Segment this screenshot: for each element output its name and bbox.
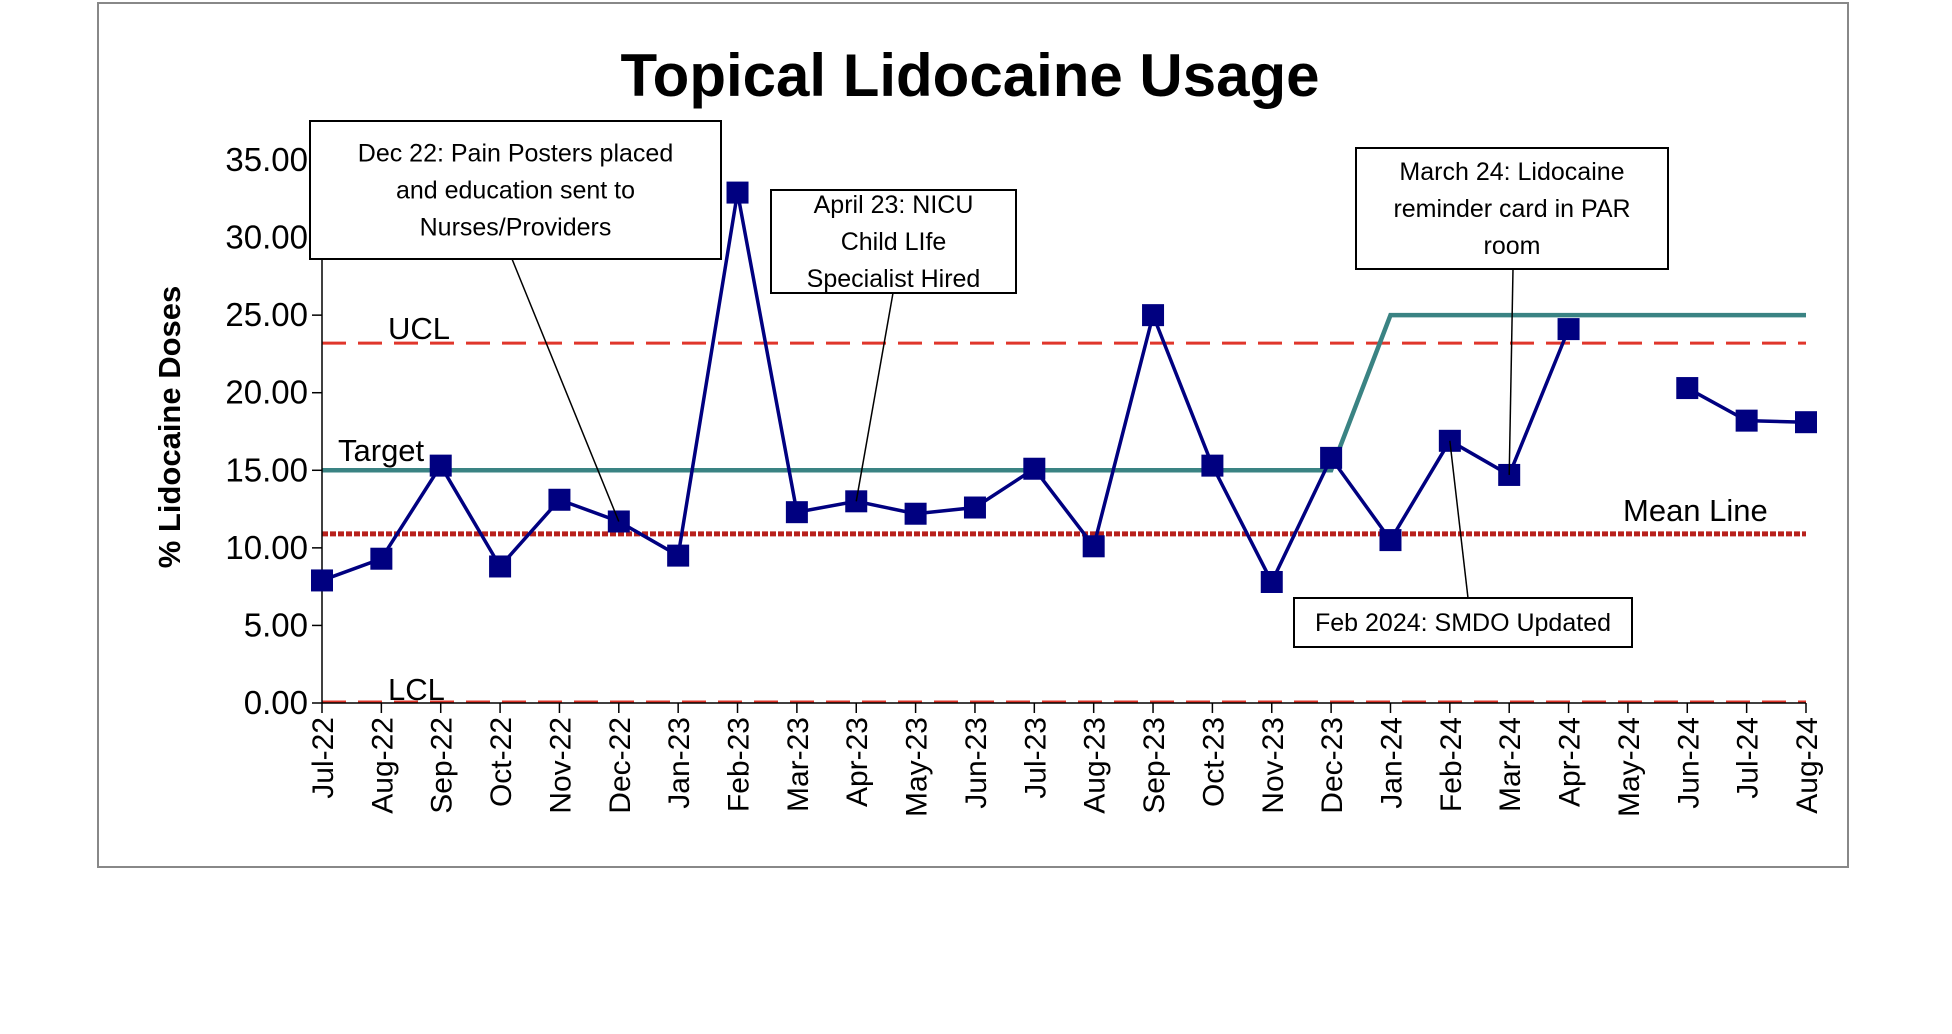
annotation-box <box>1355 147 1669 270</box>
annotation-leader <box>1508 268 1514 475</box>
data-point <box>785 501 808 524</box>
data-point <box>1260 570 1283 593</box>
y-axis-label: % Lidocaine Doses <box>152 286 187 569</box>
annotation-text: Dec 22: Pain Posters placed <box>358 140 673 168</box>
y-tick-label: 15.00 <box>225 451 308 488</box>
data-point <box>1320 446 1343 469</box>
x-tick-label: Nov-22 <box>544 717 577 814</box>
lcl-label: LCL <box>388 672 445 707</box>
annotation-text: and education sent to <box>396 177 635 205</box>
data-point <box>1142 304 1165 327</box>
x-tick-label: Mar-23 <box>782 717 815 812</box>
annotation-leader <box>1449 440 1469 599</box>
x-tick-label: May-24 <box>1613 717 1646 817</box>
data-point <box>1082 535 1105 558</box>
y-tick-label: 0.00 <box>244 684 308 721</box>
x-tick-label: Jul-22 <box>307 717 340 799</box>
x-tick-label: Nov-23 <box>1257 717 1290 814</box>
data-point <box>1557 318 1580 341</box>
y-tick-label: 20.00 <box>225 374 308 411</box>
x-tick-label: Mar-24 <box>1494 717 1527 812</box>
data-point <box>311 569 333 592</box>
data-point <box>667 544 690 567</box>
annotation-text: Specialist Hired <box>807 265 981 293</box>
ucl-label: UCL <box>388 311 450 346</box>
x-tick-label: Apr-23 <box>841 717 874 807</box>
data-point <box>726 181 749 204</box>
x-tick-label: Feb-23 <box>723 717 756 812</box>
x-tick-label: Dec-23 <box>1316 717 1349 814</box>
axes: 0.00 5.00 10.00 15.00 20.00 25.00 30.00 35.00 Ju… <box>225 141 1824 817</box>
x-tick-label: Feb-24 <box>1435 717 1468 812</box>
series-line <box>321 192 1571 586</box>
data-point <box>1795 411 1817 434</box>
x-tick-label: Jun-23 <box>960 717 993 809</box>
mean-label: Mean Line <box>1623 493 1768 528</box>
x-tick-label: May-23 <box>901 717 934 817</box>
data-point <box>1735 409 1758 432</box>
annotation-text: April 23: NICU <box>814 191 974 219</box>
x-tick-label: Apr-24 <box>1554 717 1587 807</box>
annotation-leader <box>511 258 620 522</box>
annotation-text: March 24: Lidocaine <box>1399 158 1624 186</box>
data-point <box>429 454 452 477</box>
y-tick-label: 25.00 <box>225 296 308 333</box>
y-tick-label: 30.00 <box>225 219 308 256</box>
annotation-text: reminder card in PAR <box>1393 195 1630 223</box>
target-label: Target <box>338 433 425 468</box>
annotation-box <box>309 120 722 260</box>
y-tick-label: 10.00 <box>225 529 308 566</box>
data-point <box>845 490 868 513</box>
annotation-text: room <box>1484 232 1541 260</box>
x-tick-label: Jun-24 <box>1672 717 1705 809</box>
x-tick-label: Aug-23 <box>1079 717 1112 814</box>
chart-title: Topical Lidocaine Usage <box>620 42 1319 109</box>
x-tick-label: Aug-24 <box>1791 717 1824 814</box>
x-tick-label: Jan-24 <box>1375 717 1408 809</box>
x-tick-label: Sep-23 <box>1138 717 1171 814</box>
annotation-box <box>1293 597 1633 648</box>
data-point <box>1201 454 1224 477</box>
x-tick-label: Jan-23 <box>663 717 696 809</box>
x-tick-label: Aug-22 <box>366 717 399 814</box>
data-point <box>1676 377 1699 400</box>
reference-lines: UCL LCL Target Mean Line <box>322 311 1806 707</box>
x-tick-label: Dec-22 <box>604 717 637 814</box>
x-tick-label: Oct-23 <box>1197 717 1230 807</box>
x-tick-label: Oct-22 <box>485 717 518 807</box>
data-point <box>370 547 393 570</box>
data-point <box>963 496 986 519</box>
data-point <box>904 502 927 525</box>
annotation-text: Child LIfe <box>841 228 947 256</box>
annotations: Dec 22: Pain Posters placed and education… <box>309 120 1669 648</box>
data-point <box>548 488 571 511</box>
y-tick-label: 5.00 <box>244 606 308 643</box>
annotation-text: Nurses/Providers <box>420 214 612 242</box>
annotation-text: Feb 2024: SMDO Updated <box>1315 609 1611 637</box>
annotation-box <box>770 189 1017 294</box>
data-point <box>1023 457 1046 480</box>
data-series <box>311 181 1817 593</box>
data-point <box>1379 529 1402 552</box>
annotation-leader <box>855 292 894 502</box>
target-line <box>322 312 1806 473</box>
x-tick-label: Jul-23 <box>1019 717 1052 799</box>
x-tick-label: Sep-22 <box>426 717 459 814</box>
data-point <box>489 555 512 578</box>
x-tick-label: Jul-24 <box>1732 717 1765 799</box>
y-tick-label: 35.00 <box>225 141 308 178</box>
